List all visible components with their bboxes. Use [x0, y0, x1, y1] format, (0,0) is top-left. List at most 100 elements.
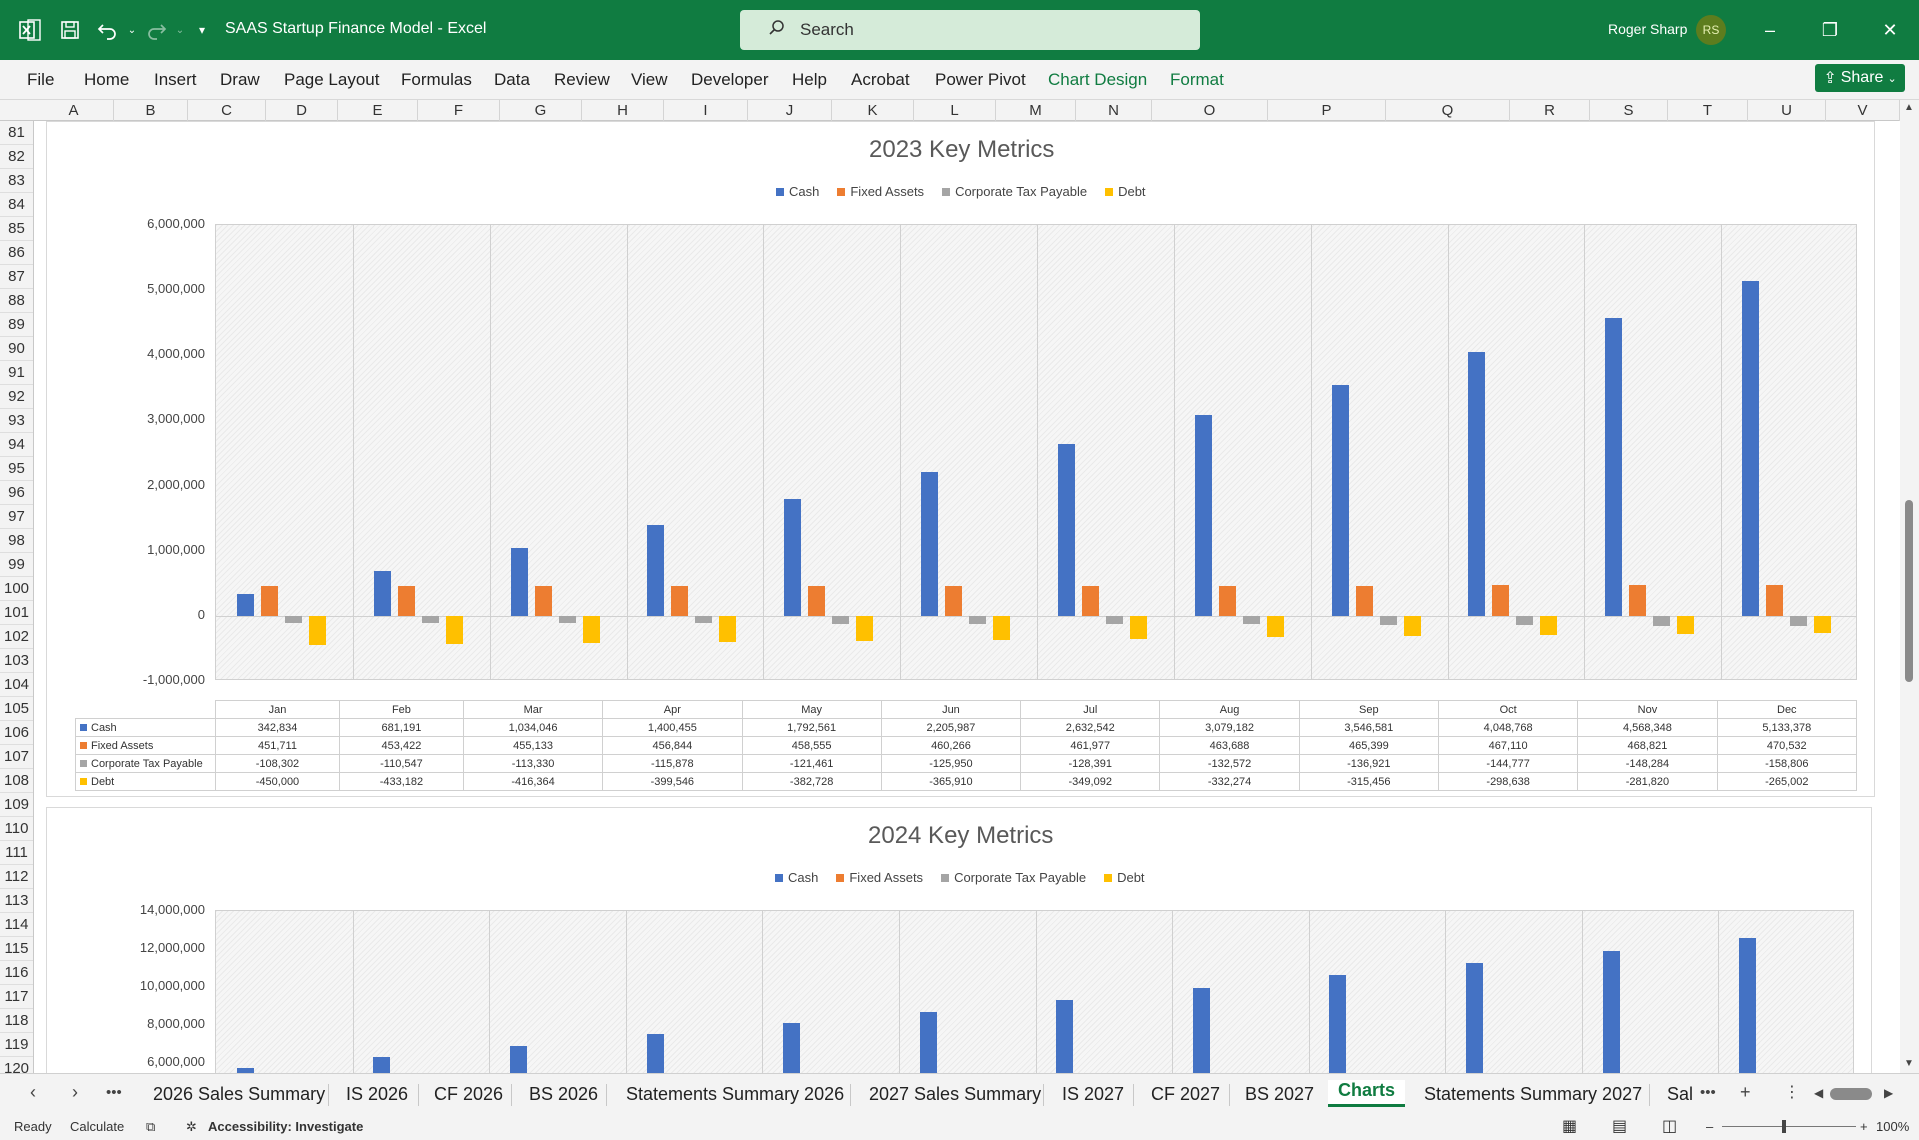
row-header-84[interactable]: 84: [0, 193, 33, 217]
column-header-u[interactable]: U: [1748, 100, 1826, 121]
calculate-button[interactable]: Calculate: [70, 1119, 125, 1134]
chart-2023-key-metrics[interactable]: 2023 Key Metrics Cash Fixed Assets Corpora…: [46, 121, 1875, 797]
column-header-p[interactable]: P: [1268, 100, 1386, 121]
bar-cash-aug[interactable]: [1192, 987, 1210, 1089]
column-header-o[interactable]: O: [1152, 100, 1268, 121]
undo-icon[interactable]: [92, 14, 124, 46]
page-break-view-icon[interactable]: ◫: [1662, 1118, 1678, 1135]
sheet-tab-2026-sales-summary[interactable]: 2026 Sales Summary: [153, 1084, 326, 1104]
column-header-d[interactable]: D: [266, 100, 338, 121]
zoom-in-icon[interactable]: +: [1860, 1119, 1868, 1134]
sheet-tab-2027-sales-summary[interactable]: 2027 Sales Summary: [869, 1084, 1042, 1104]
scroll-right-icon[interactable]: ▶: [1884, 1086, 1894, 1100]
bar-fixed-assets-feb[interactable]: [397, 586, 415, 616]
customize-toolbar-icon[interactable]: ▾: [198, 23, 206, 37]
bar-cash-nov[interactable]: [1602, 950, 1620, 1089]
row-header-88[interactable]: 88: [0, 289, 33, 313]
row-header-95[interactable]: 95: [0, 457, 33, 481]
vertical-scrollbar[interactable]: ▲ ▼: [1900, 100, 1919, 1073]
undo-dropdown-icon[interactable]: ⌄: [127, 24, 137, 36]
row-header-83[interactable]: 83: [0, 169, 33, 193]
scroll-down-icon[interactable]: ▼: [1904, 1058, 1914, 1069]
bar-debt-nov[interactable]: [1677, 615, 1695, 635]
tab-review[interactable]: Review: [554, 70, 610, 89]
bar-corporate-tax-payable-jun[interactable]: [969, 615, 987, 625]
column-header-r[interactable]: R: [1510, 100, 1590, 121]
row-header-97[interactable]: 97: [0, 505, 33, 529]
bar-fixed-assets-apr[interactable]: [671, 586, 689, 616]
sheet-tab-sal[interactable]: Sal: [1667, 1084, 1694, 1104]
tab-format[interactable]: Format: [1170, 70, 1224, 89]
sheet-tab-is-2027[interactable]: IS 2027: [1062, 1084, 1125, 1104]
bar-cash-apr[interactable]: [647, 524, 665, 616]
row-header-101[interactable]: 101: [0, 601, 33, 625]
zoom-level[interactable]: 100%: [1876, 1119, 1910, 1134]
column-header-a[interactable]: A: [34, 100, 114, 121]
bar-debt-jun[interactable]: [993, 615, 1011, 640]
add-sheet-icon[interactable]: +: [1740, 1082, 1751, 1102]
sheet-tab-cf-2027[interactable]: CF 2027: [1151, 1084, 1221, 1104]
bar-corporate-tax-payable-apr[interactable]: [695, 615, 713, 624]
row-header-113[interactable]: 113: [0, 889, 33, 913]
bar-fixed-assets-mar[interactable]: [534, 586, 552, 616]
column-header-v[interactable]: V: [1826, 100, 1900, 121]
bar-cash-oct[interactable]: [1468, 352, 1486, 616]
row-header-92[interactable]: 92: [0, 385, 33, 409]
macro-recorder-icon[interactable]: ⧉: [146, 1119, 156, 1134]
page-layout-view-icon[interactable]: ▤: [1612, 1118, 1628, 1135]
bar-fixed-assets-jul[interactable]: [1081, 585, 1099, 616]
tab-formulas[interactable]: Formulas: [401, 70, 472, 89]
row-header-100[interactable]: 100: [0, 577, 33, 601]
row-header-96[interactable]: 96: [0, 481, 33, 505]
row-header-82[interactable]: 82: [0, 145, 33, 169]
row-header-91[interactable]: 91: [0, 361, 33, 385]
accessibility-status[interactable]: Accessibility: Investigate: [208, 1119, 364, 1134]
row-header-89[interactable]: 89: [0, 313, 33, 337]
row-header-105[interactable]: 105: [0, 697, 33, 721]
row-header-102[interactable]: 102: [0, 625, 33, 649]
column-header-h[interactable]: H: [582, 100, 664, 121]
row-header-99[interactable]: 99: [0, 553, 33, 577]
redo-icon[interactable]: [140, 14, 172, 46]
bar-fixed-assets-may[interactable]: [808, 585, 826, 616]
bar-corporate-tax-payable-feb[interactable]: [421, 615, 439, 624]
tab-view[interactable]: View: [631, 70, 668, 89]
row-header-98[interactable]: 98: [0, 529, 33, 553]
bar-fixed-assets-jan[interactable]: [260, 586, 278, 616]
close-icon[interactable]: ✕: [1882, 20, 1898, 40]
bar-cash-feb[interactable]: [373, 571, 391, 616]
row-header-114[interactable]: 114: [0, 913, 33, 937]
column-header-s[interactable]: S: [1590, 100, 1668, 121]
bar-fixed-assets-dec[interactable]: [1766, 585, 1784, 616]
tab-file[interactable]: File: [27, 70, 55, 89]
sheet-tab-bs-2027[interactable]: BS 2027: [1245, 1084, 1315, 1104]
sheet-tab-is-2026[interactable]: IS 2026: [346, 1084, 409, 1104]
bar-cash-dec[interactable]: [1739, 938, 1757, 1089]
bar-cash-may[interactable]: [783, 1023, 801, 1089]
row-header-115[interactable]: 115: [0, 937, 33, 961]
prev-sheet-icon[interactable]: ‹: [30, 1082, 36, 1102]
bar-cash-jun[interactable]: [921, 472, 939, 616]
column-header-m[interactable]: M: [996, 100, 1076, 121]
column-header-j[interactable]: J: [748, 100, 832, 121]
row-header-87[interactable]: 87: [0, 265, 33, 289]
row-header-110[interactable]: 110: [0, 817, 33, 841]
row-header-103[interactable]: 103: [0, 649, 33, 673]
more-sheets-icon[interactable]: •••: [106, 1084, 122, 1101]
avatar[interactable]: RS: [1696, 15, 1726, 45]
bar-corporate-tax-payable-jan[interactable]: [284, 615, 302, 623]
column-header-i[interactable]: I: [664, 100, 748, 121]
tab-developer[interactable]: Developer: [691, 70, 769, 89]
tab-home[interactable]: Home: [84, 70, 130, 89]
bar-corporate-tax-payable-may[interactable]: [832, 615, 850, 624]
row-header-118[interactable]: 118: [0, 1009, 33, 1033]
sheet-tab-statements-summary-2027[interactable]: Statements Summary 2027: [1424, 1084, 1643, 1104]
minimize-icon[interactable]: –: [1764, 20, 1775, 40]
tab-page-layout[interactable]: Page Layout: [284, 70, 380, 89]
bar-debt-may[interactable]: [856, 615, 874, 641]
column-header-n[interactable]: N: [1076, 100, 1152, 121]
tab-draw[interactable]: Draw: [220, 70, 260, 89]
options-icon[interactable]: ⋮: [1784, 1084, 1800, 1101]
bar-corporate-tax-payable-dec[interactable]: [1790, 615, 1808, 627]
bar-fixed-assets-nov[interactable]: [1629, 585, 1647, 616]
